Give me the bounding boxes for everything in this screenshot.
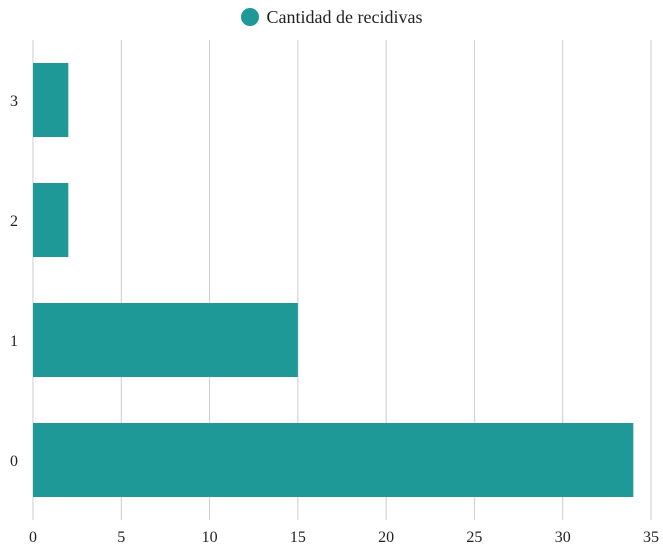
y-tick-label: 2 — [10, 213, 18, 230]
bar-2 — [33, 183, 69, 257]
x-tick-label: 35 — [643, 529, 659, 546]
y-tick-label: 0 — [10, 453, 18, 470]
bars — [33, 63, 634, 497]
legend: Cantidad de recidivas — [0, 4, 663, 30]
x-tick-label: 20 — [378, 529, 394, 546]
y-tick-label: 1 — [10, 333, 18, 350]
x-tick-label: 10 — [202, 529, 218, 546]
x-tick-label: 30 — [555, 529, 571, 546]
x-axis: 0 5 10 15 20 25 30 35 — [29, 529, 659, 546]
x-tick-label: 0 — [29, 529, 37, 546]
x-tick-label: 15 — [290, 529, 306, 546]
bar-1 — [33, 303, 298, 377]
x-tick-label: 25 — [466, 529, 482, 546]
y-axis: 0 1 2 3 — [10, 93, 18, 470]
y-tick-label: 3 — [10, 93, 18, 110]
bar-3 — [33, 63, 69, 137]
legend-label: Cantidad de recidivas — [266, 6, 423, 27]
bar-0 — [33, 423, 634, 497]
x-tick-label: 5 — [117, 529, 125, 546]
legend-swatch — [240, 8, 259, 26]
